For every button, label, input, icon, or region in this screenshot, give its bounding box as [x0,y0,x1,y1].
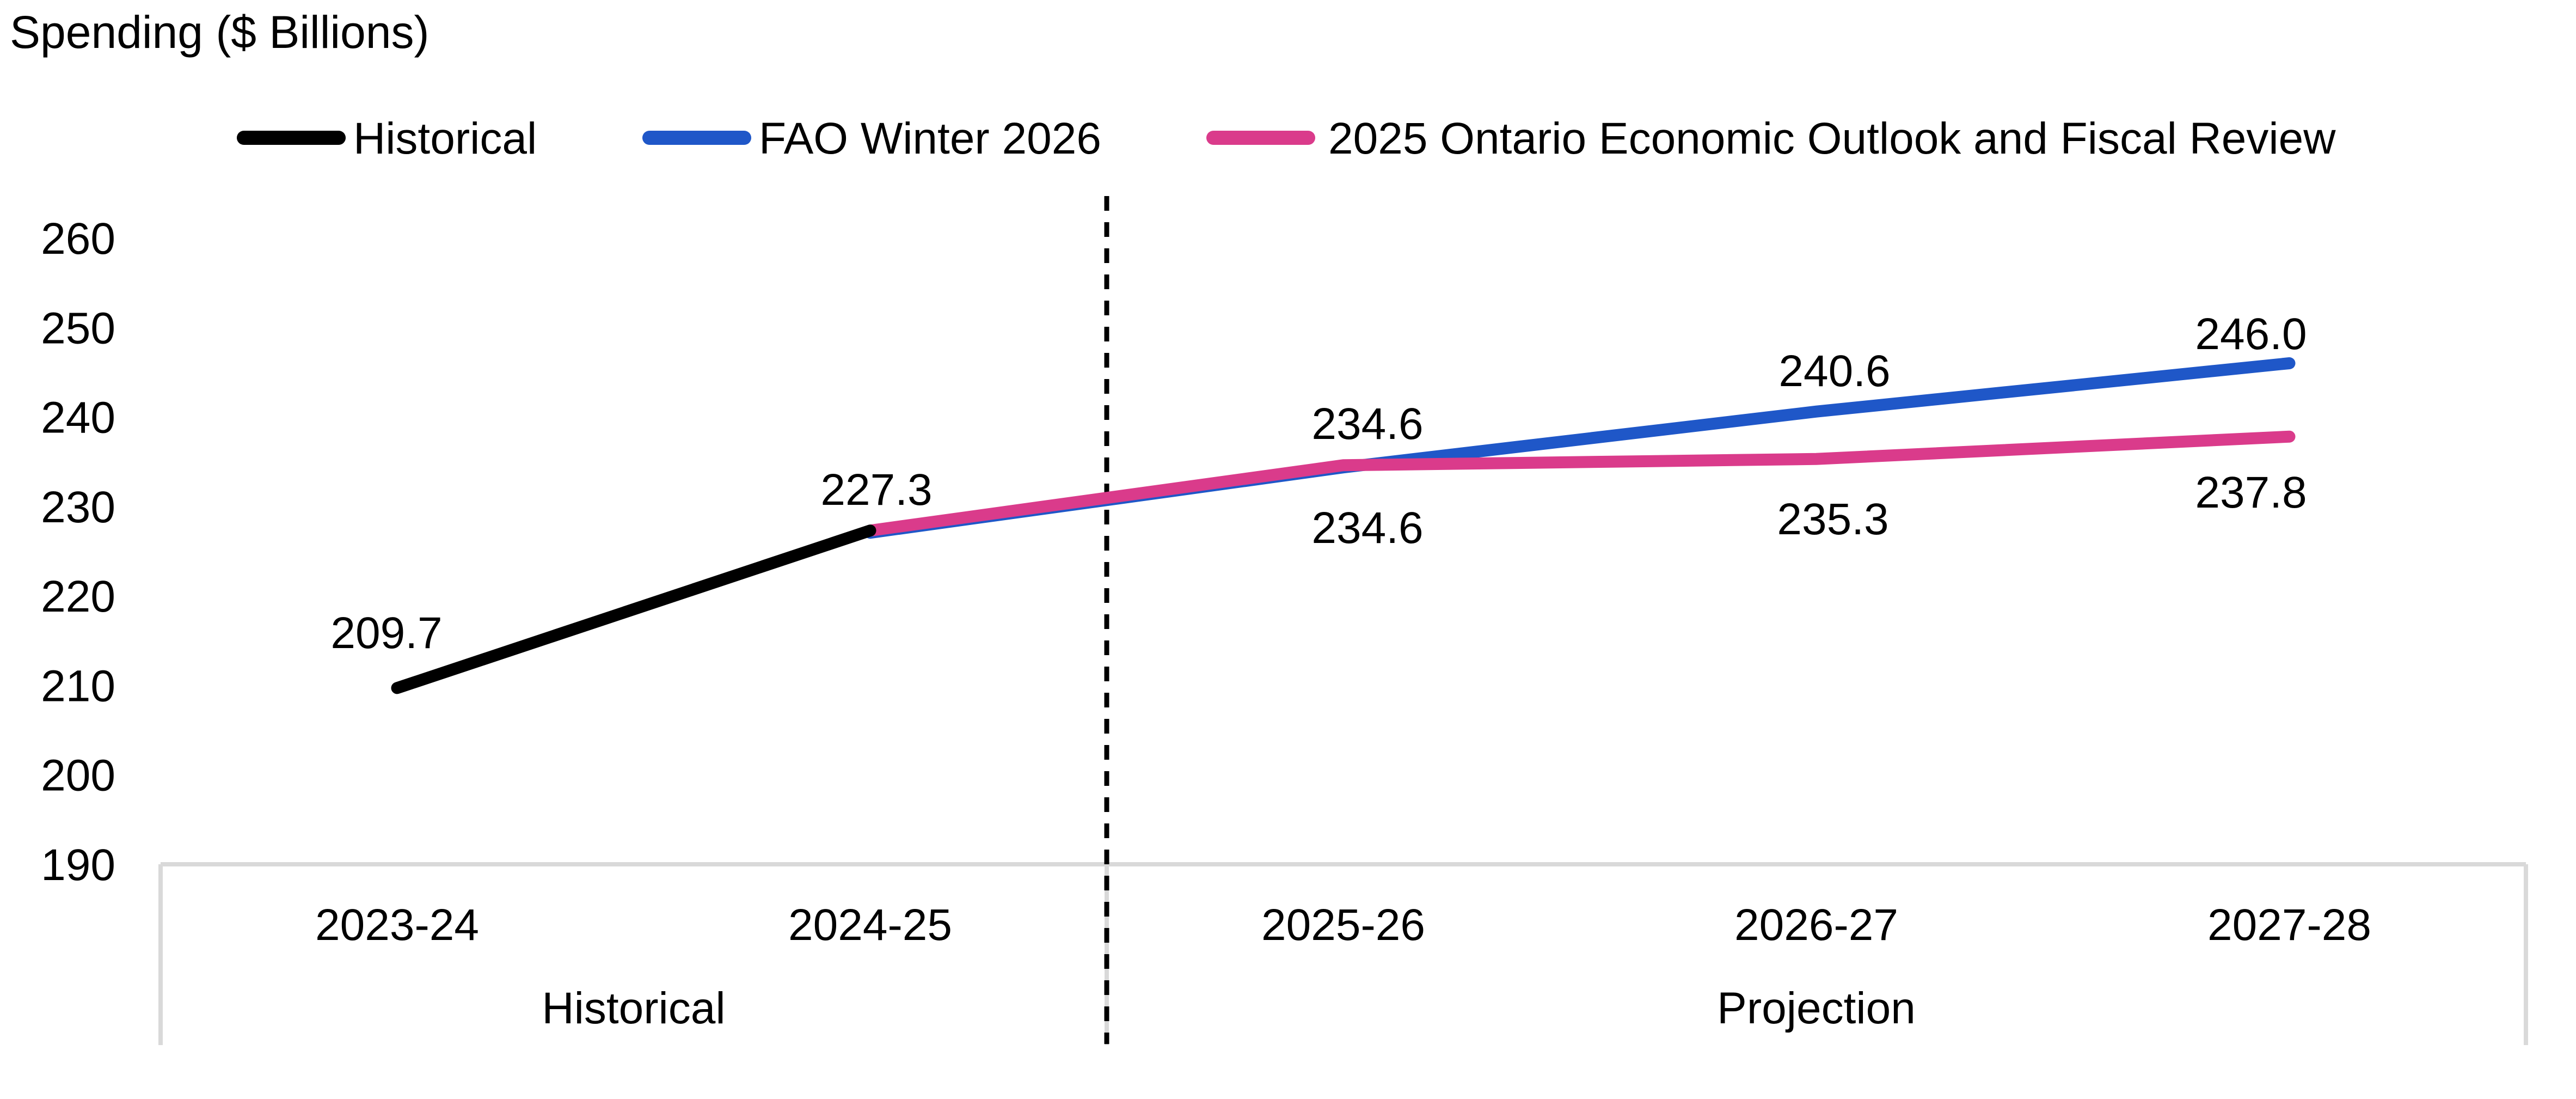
x-category-label-2023-24: 2023-24 [315,900,479,950]
axis-frame [158,862,2528,1045]
x-category-label-2027-28: 2027-28 [2207,900,2371,950]
data-labels: 209.7 227.3 234.6 234.6 240.6 235.3 246.0 237.8 [330,309,2307,658]
y-tick-label-260: 260 [41,214,115,264]
x-category-label-2026-27: 2026-27 [1734,900,1898,950]
data-label-1: 227.3 [820,465,932,515]
y-tick-label-190: 190 [41,840,115,890]
data-label-4: 240.6 [1778,346,1890,396]
section-label-historical: Historical [542,984,725,1033]
data-label-6: 246.0 [2195,309,2307,359]
y-axis-tick-labels: 260 250 240 230 220 210 200 190 [41,214,115,890]
x-axis-labels: 2023-24 2024-25 2025-26 2026-27 2027-28 [315,900,2371,950]
data-label-3: 234.6 [1311,503,1423,553]
x-category-label-2025-26: 2025-26 [1261,900,1425,950]
data-label-0: 209.7 [330,608,442,658]
legend: Historical FAO Winter 2026 2025 Ontario Ec… [237,114,2336,163]
data-label-2: 234.6 [1311,399,1423,449]
legend-label-1: FAO Winter 2026 [759,114,1101,163]
data-label-5: 235.3 [1777,494,1888,544]
series-lines [391,357,2296,694]
series-line-historical [391,524,876,694]
series-line-2025-ontario-economic-outlook-and-fiscal-review [864,430,2296,537]
y-tick-label-230: 230 [41,483,115,532]
data-label-7: 237.8 [2195,468,2307,517]
legend-label-2: 2025 Ontario Economic Outlook and Fiscal… [1328,114,2336,163]
y-tick-label-210: 210 [41,661,115,711]
section-labels: Historical Projection [542,984,1915,1033]
section-label-projection: Projection [1717,984,1916,1033]
y-tick-label-240: 240 [41,393,115,443]
legend-label-0: Historical [353,114,537,163]
y-tick-label-200: 200 [41,751,115,801]
chart-title: Spending ($ Billions) [10,7,429,58]
x-category-label-2024-25: 2024-25 [788,900,952,950]
y-tick-label-250: 250 [41,303,115,353]
y-tick-label-220: 220 [41,572,115,621]
